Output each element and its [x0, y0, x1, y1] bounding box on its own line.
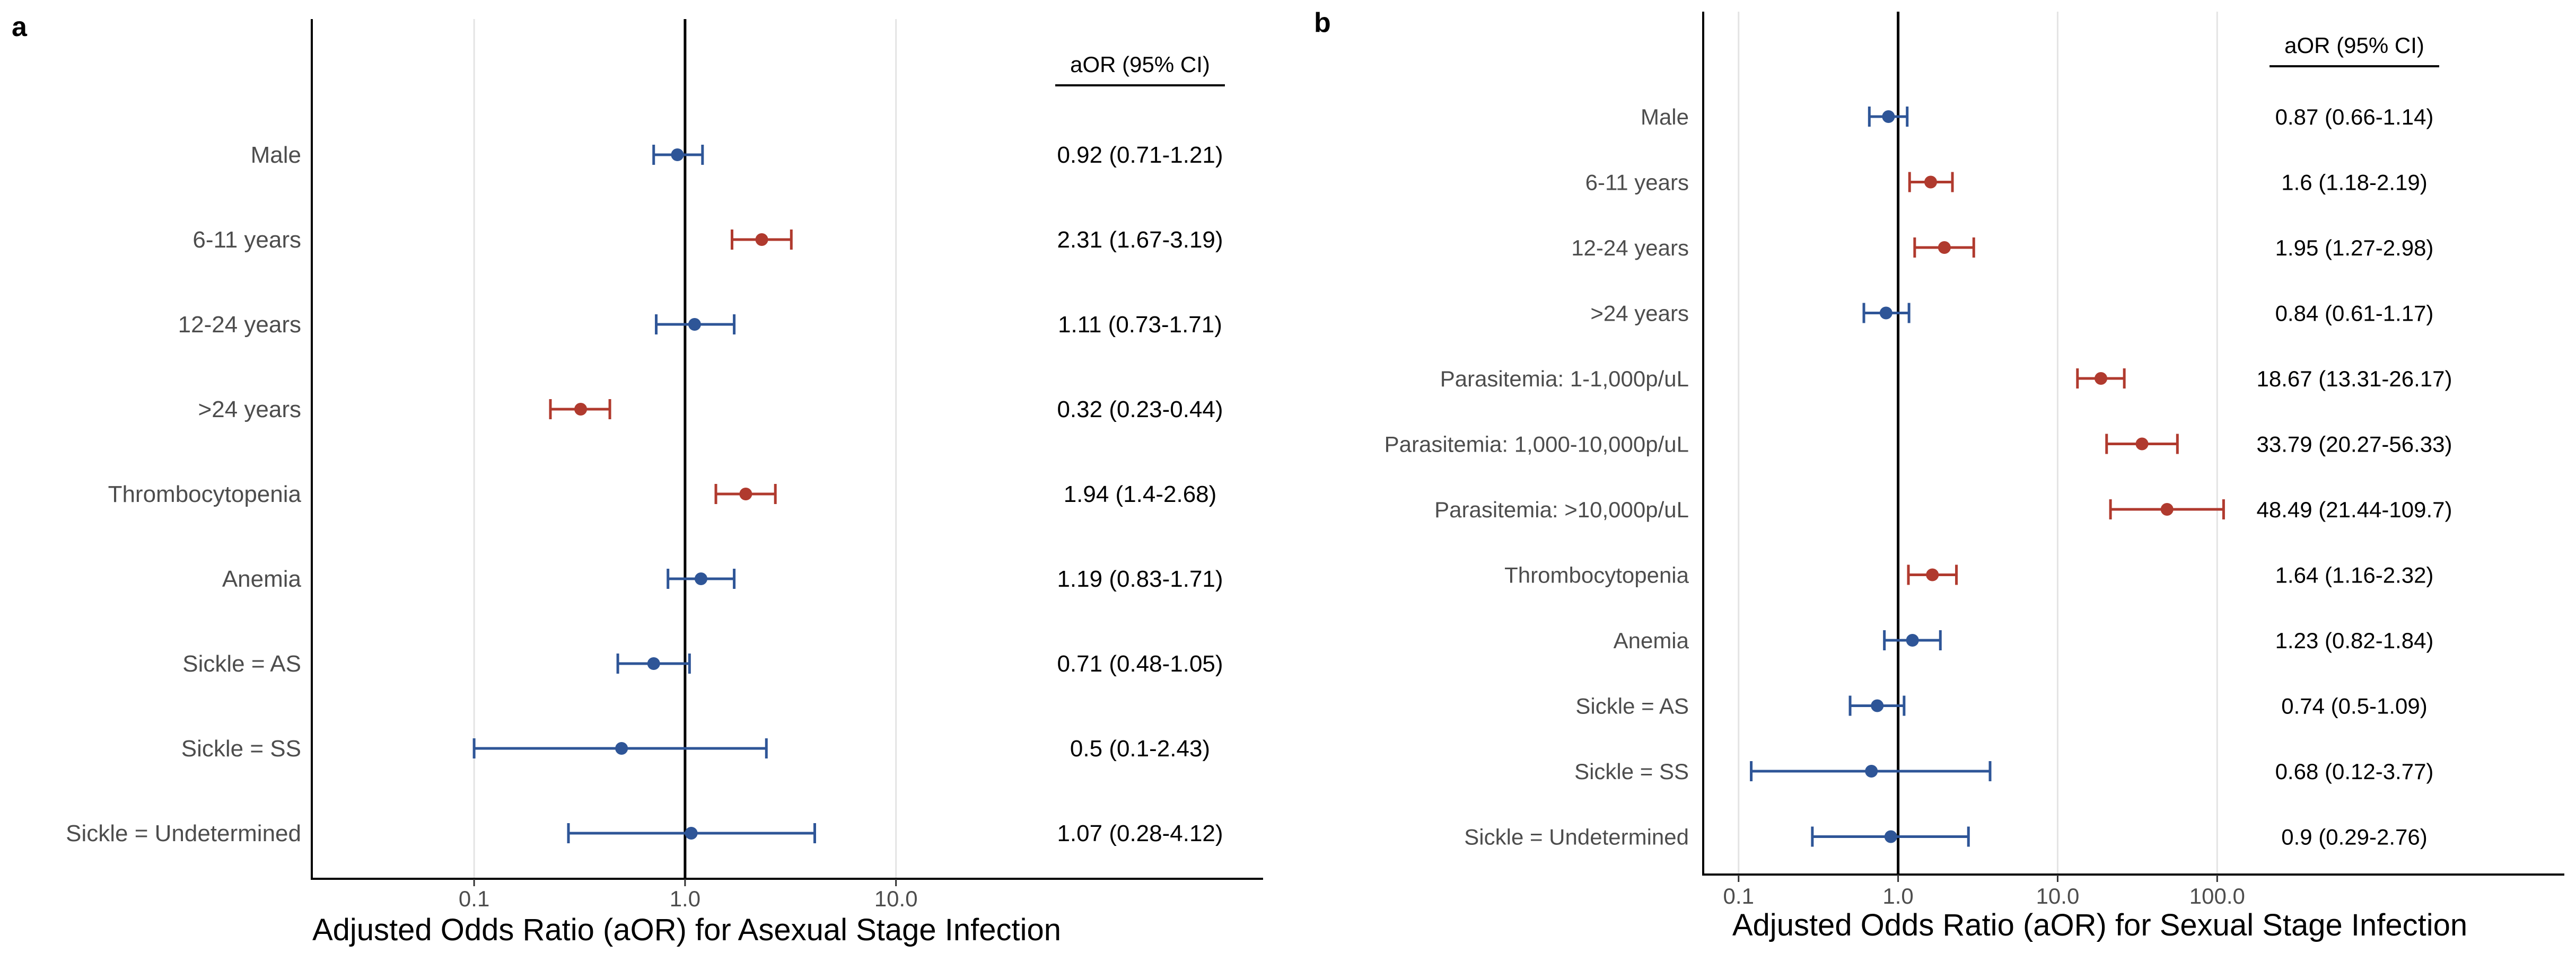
- row-label: Anemia: [1614, 628, 1689, 653]
- x-tick-label: 1.0: [1882, 884, 1913, 908]
- point-estimate: [2160, 503, 2174, 516]
- row-label: 6-11 years: [192, 227, 301, 253]
- ci-value: 1.95 (1.27-2.98): [2275, 235, 2434, 260]
- ci-value: 0.68 (0.12-3.77): [2275, 759, 2434, 784]
- row-label: Sickle = Undetermined: [1464, 825, 1689, 850]
- row-label: Parasitemia: >10,000p/uL: [1434, 497, 1689, 522]
- panel-label: b: [1314, 7, 1331, 38]
- row-label: Sickle = Undetermined: [66, 820, 301, 846]
- point-estimate: [647, 657, 660, 670]
- x-axis-title: Adjusted Odds Ratio (aOR) for Sexual Sta…: [1732, 908, 2467, 942]
- x-tick-label: 0.1: [459, 886, 489, 911]
- row-label: Male: [1641, 104, 1689, 129]
- point-estimate: [694, 572, 707, 585]
- row-label: Thrombocytopenia: [108, 481, 302, 507]
- ci-value: 2.31 (1.67-3.19): [1057, 227, 1223, 253]
- point-estimate: [1924, 175, 1938, 189]
- row-label: Sickle = AS: [1575, 694, 1689, 719]
- ci-value: 0.92 (0.71-1.21): [1057, 142, 1223, 168]
- point-estimate: [2135, 437, 2149, 451]
- ci-value: 0.74 (0.5-1.09): [2281, 694, 2428, 719]
- ci-value: 0.71 (0.48-1.05): [1057, 651, 1223, 677]
- point-estimate: [1884, 830, 1897, 843]
- point-estimate: [1879, 306, 1892, 320]
- ci-value: 18.67 (13.31-26.17): [2257, 366, 2452, 391]
- ci-value: 0.5 (0.1-2.43): [1070, 736, 1210, 762]
- point-estimate: [1865, 765, 1878, 778]
- ci-value: 1.19 (0.83-1.71): [1057, 566, 1223, 592]
- x-tick-label: 100.0: [2189, 884, 2245, 908]
- x-tick-label: 0.1: [1723, 884, 1754, 908]
- ci-value: 1.11 (0.73-1.71): [1058, 312, 1222, 338]
- ci-column-header: aOR (95% CI): [2284, 33, 2424, 58]
- point-estimate: [688, 318, 701, 331]
- ci-value: 33.79 (20.27-56.33): [2257, 432, 2452, 457]
- ci-value: 1.07 (0.28-4.12): [1057, 820, 1223, 846]
- point-estimate: [1938, 241, 1951, 254]
- row-label: Anemia: [222, 566, 302, 592]
- ci-value: 48.49 (21.44-109.7): [2257, 497, 2452, 522]
- row-label: Parasitemia: 1,000-10,000p/uL: [1385, 432, 1689, 457]
- ci-value: 0.32 (0.23-0.44): [1057, 396, 1223, 422]
- row-label: 6-11 years: [1585, 170, 1689, 195]
- ci-value: 0.87 (0.66-1.14): [2275, 104, 2434, 129]
- point-estimate: [755, 233, 768, 246]
- x-tick-label: 1.0: [670, 886, 700, 911]
- point-estimate: [615, 742, 628, 755]
- row-label: 12-24 years: [1571, 235, 1689, 260]
- point-estimate: [1926, 568, 1939, 581]
- panel-label: a: [12, 12, 28, 42]
- row-label: >24 years: [198, 396, 301, 422]
- row-label: Sickle = SS: [1574, 759, 1689, 784]
- row-label: >24 years: [1590, 301, 1689, 326]
- point-estimate: [1906, 634, 1919, 647]
- row-label: Parasitemia: 1-1,000p/uL: [1440, 366, 1689, 391]
- x-tick-label: 10.0: [874, 886, 918, 911]
- point-estimate: [739, 488, 752, 500]
- row-label: 12-24 years: [178, 312, 301, 338]
- point-estimate: [685, 827, 698, 840]
- point-estimate: [1871, 699, 1884, 712]
- ci-column-header: aOR (95% CI): [1070, 52, 1210, 77]
- point-estimate: [2095, 372, 2108, 385]
- row-label: Sickle = AS: [182, 651, 301, 677]
- row-label: Male: [251, 142, 301, 168]
- x-axis-title: Adjusted Odds Ratio (aOR) for Asexual St…: [312, 913, 1061, 947]
- ci-value: 1.23 (0.82-1.84): [2275, 628, 2434, 653]
- ci-value: 1.6 (1.18-2.19): [2281, 170, 2428, 195]
- row-label: Sickle = SS: [181, 736, 301, 762]
- ci-value: 1.94 (1.4-2.68): [1064, 481, 1217, 507]
- ci-value: 1.64 (1.16-2.32): [2275, 563, 2434, 588]
- point-estimate: [1882, 110, 1895, 123]
- row-label: Thrombocytopenia: [1504, 563, 1689, 588]
- point-estimate: [671, 148, 684, 161]
- point-estimate: [574, 403, 588, 416]
- ci-value: 0.9 (0.29-2.76): [2281, 825, 2428, 850]
- x-tick-label: 10.0: [2036, 884, 2080, 908]
- ci-value: 0.84 (0.61-1.17): [2275, 301, 2434, 326]
